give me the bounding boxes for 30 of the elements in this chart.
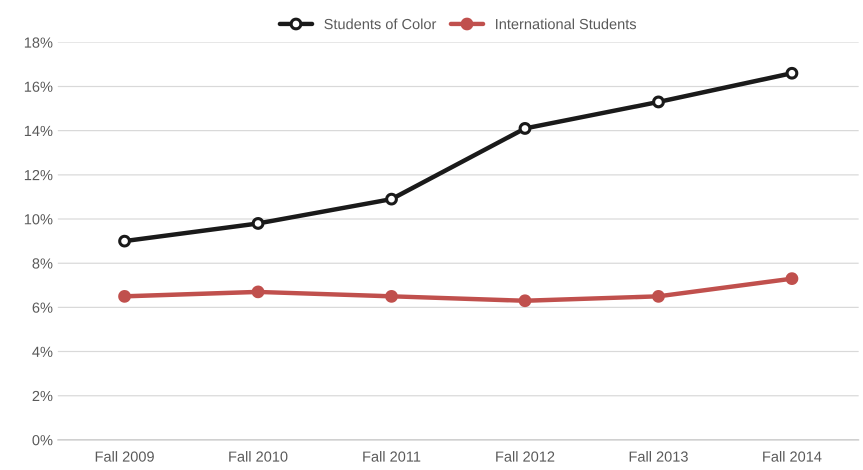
y-tick-label: 10% [24, 214, 52, 224]
x-tick-label: Fall 2010 [229, 451, 288, 462]
point [518, 294, 532, 308]
y-tick-label: 2% [32, 390, 52, 402]
x-tick-label: Fall 2013 [630, 451, 688, 462]
point [518, 122, 532, 135]
y-tick-label: 8% [32, 258, 52, 269]
point [252, 286, 264, 298]
point [252, 217, 264, 230]
legend-label: Students of Color [324, 18, 436, 30]
point [786, 272, 798, 286]
y-tick-label: 18% [24, 37, 52, 48]
x-tick-label: Fall 2009 [96, 451, 154, 462]
y-tick-label: 16% [24, 82, 52, 92]
point [652, 290, 665, 303]
point [385, 192, 398, 206]
point [385, 290, 398, 303]
x-tick-label: Fall 2014 [763, 451, 822, 462]
y-tick-label: 0% [32, 435, 52, 446]
legend-label: International Students [496, 18, 636, 30]
point [652, 96, 665, 108]
point [786, 66, 798, 80]
x-tick-label: Fall 2012 [496, 451, 554, 462]
point [118, 290, 131, 303]
y-tick-label: 14% [24, 126, 52, 136]
y-tick-label: 12% [24, 170, 52, 180]
point [118, 234, 131, 248]
x-tick-label: Fall 2011 [363, 451, 420, 462]
y-tick-label: 6% [32, 302, 52, 313]
y-tick-label: 4% [32, 346, 52, 357]
